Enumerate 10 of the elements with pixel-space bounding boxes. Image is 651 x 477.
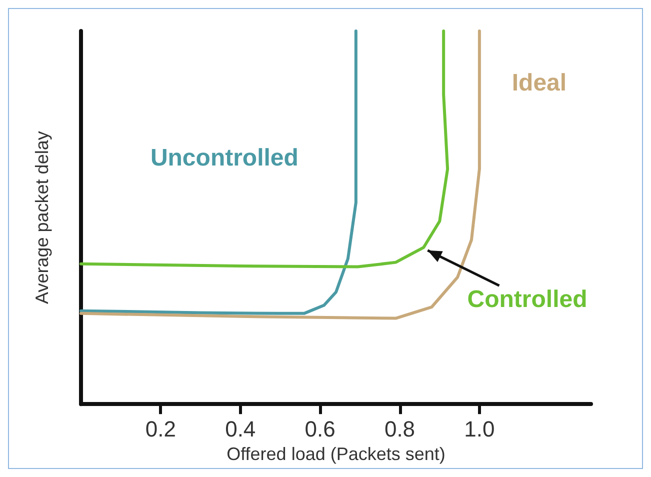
text: Uncontrolled [150,144,298,172]
x-tick-label: 0.2 [145,416,176,442]
x-axis-title: Offered load (Packets sent) [226,444,446,464]
x-tick-label: 0.4 [225,416,256,442]
x-tick-label: 1.0 [464,416,495,442]
x-tick-label: 0.6 [304,416,336,442]
x-tick-label: 0.8 [384,416,416,442]
y-axis-title: Average packet delay [32,131,52,304]
text: Controlled [467,286,588,314]
series-label: Ideal [512,70,567,97]
